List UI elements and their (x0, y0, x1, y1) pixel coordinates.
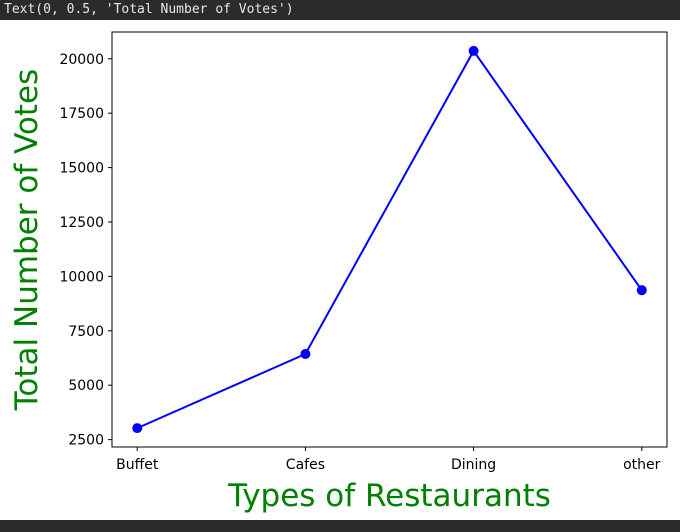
y-axis-ticks: 2500 5000 7500 10000 12500 15000 17500 20000 (59, 52, 112, 449)
cell-output-text: Text(0, 0.5, 'Total Number of Votes') (0, 0, 680, 20)
bottom-panel-edge (0, 520, 680, 532)
y-tick-label: 5000 (68, 378, 104, 394)
y-tick-label: 7500 (68, 324, 104, 340)
x-tick-label: other (623, 457, 661, 473)
x-axis-label: Types of Restaurants (227, 478, 551, 514)
x-tick-label: Buffet (116, 457, 159, 473)
line-chart: 2500 5000 7500 10000 12500 15000 17500 20000 Bu… (9, 31, 668, 514)
y-tick-label: 17500 (59, 106, 104, 122)
x-axis-ticks: Buffet Cafes Dining other (116, 447, 661, 473)
data-point-dining (468, 45, 479, 56)
figure-canvas: 2500 5000 7500 10000 12500 15000 17500 20000 Bu… (0, 20, 680, 520)
y-tick-label: 15000 (59, 161, 104, 177)
y-tick-label: 10000 (59, 269, 104, 285)
series-line (136, 48, 643, 430)
data-point-cafes (300, 349, 311, 360)
data-point-buffet (132, 423, 143, 434)
x-tick-label: Cafes (286, 457, 325, 473)
data-point-other (636, 285, 647, 296)
y-tick-label: 12500 (59, 215, 104, 231)
data-markers (132, 45, 647, 434)
x-tick-label: Dining (451, 457, 496, 473)
y-axis-label: Total Number of Votes (9, 69, 45, 412)
y-tick-label: 20000 (59, 52, 104, 68)
plot-area-frame (111, 31, 668, 448)
y-tick-label: 2500 (68, 433, 104, 449)
